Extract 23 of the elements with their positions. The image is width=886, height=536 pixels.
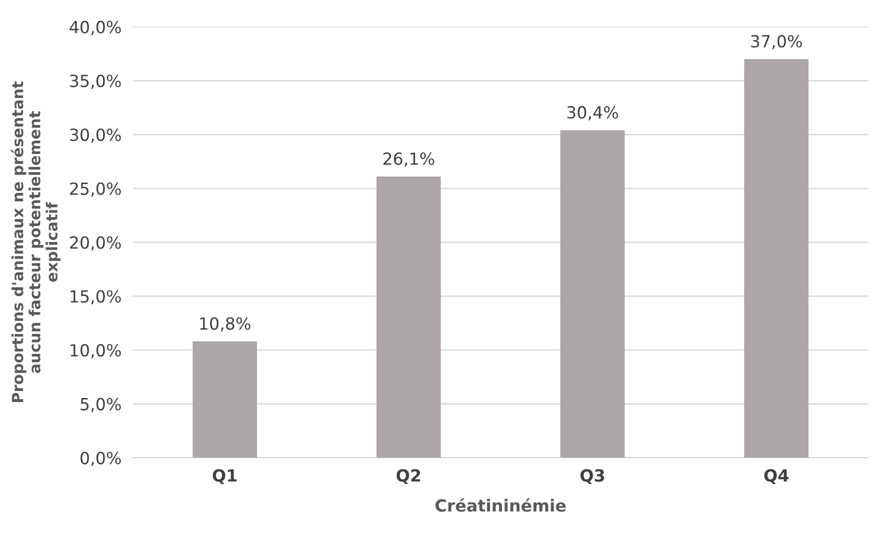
data-label: 37,0%: [751, 34, 802, 50]
y-tick-label: 5,0%: [80, 398, 121, 412]
data-label: 30,4%: [567, 106, 618, 120]
x-tick-label: Q1: [212, 469, 237, 484]
y-tick-label: 40,0%: [70, 20, 121, 36]
bar: [560, 130, 625, 458]
y-tick-label: 35,0%: [70, 74, 121, 89]
bar: [744, 59, 809, 458]
x-tick-label: Q3: [580, 469, 604, 484]
bar: [192, 341, 257, 458]
y-tick-label: 30,0%: [70, 128, 121, 143]
bar: [376, 176, 441, 458]
x-tick-label: Q4: [764, 469, 788, 484]
y-axis-title: Proportions d'animaux ne présentant aucun facteur potentiellement explicatif: [10, 81, 61, 402]
y-tick-label: 20,0%: [70, 236, 121, 251]
x-tick-label: Q2: [396, 469, 420, 484]
y-tick-label: 0,0%: [80, 452, 121, 466]
x-axis-title: Créatininémie: [436, 498, 566, 512]
y-tick-label: 10,0%: [70, 344, 121, 358]
data-label: 10,8%: [200, 317, 250, 332]
y-tick-label: 15,0%: [70, 290, 121, 304]
y-tick-label: 25,0%: [70, 182, 121, 197]
data-label: 26,1%: [383, 152, 434, 167]
